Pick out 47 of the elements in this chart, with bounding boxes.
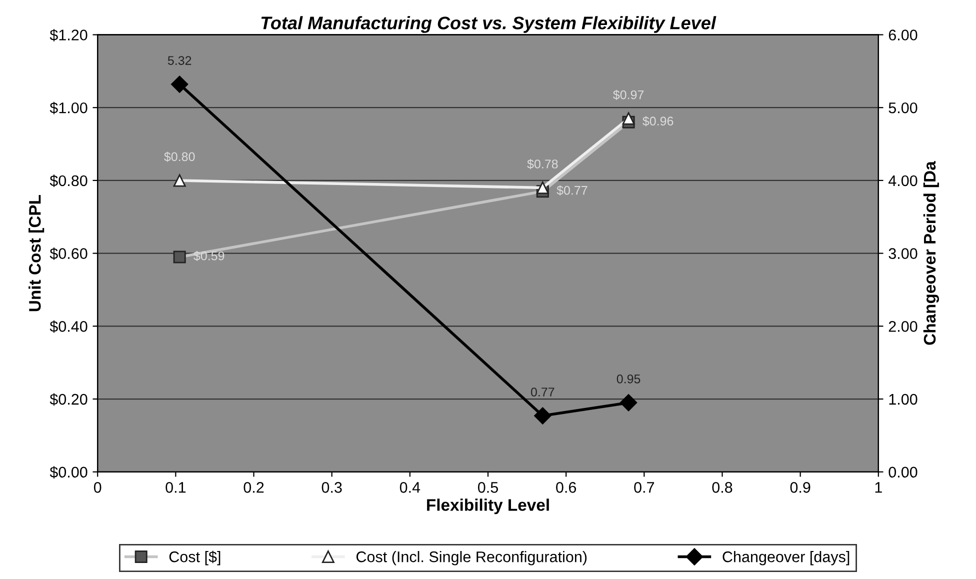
data-label: 5.32	[168, 56, 192, 65]
y2-axis-title: Changeover Period [Da	[923, 161, 940, 345]
x-tick-label: 0.2	[244, 482, 264, 493]
x-tick-label: 0.1	[166, 482, 186, 493]
x-tick-label: 0.4	[400, 482, 420, 493]
y2-tick-label: 6.00	[888, 30, 918, 40]
y-tick-label: $0.80	[50, 174, 88, 188]
x-tick-label: 0.7	[634, 482, 654, 493]
x-tick-label: 0	[94, 482, 102, 493]
legend-label: Changeover [days]	[722, 551, 850, 566]
x-axis-title: Flexibility Level	[427, 498, 549, 514]
y2-tick-label: 2.00	[888, 321, 918, 332]
point	[173, 174, 186, 187]
y-tick-label: $0.40	[50, 320, 88, 333]
y2-tick-label: 5.00	[888, 102, 918, 114]
chart-title: Total Manufacturing Cost vs. System Flexibility Level	[261, 16, 716, 33]
y2-tick-label: 0.00	[888, 466, 918, 478]
x-tick-label: 0.9	[790, 482, 810, 493]
data-label: 0.95	[616, 374, 640, 384]
legend-label: Cost (Incl. Single Reconfiguration)	[356, 551, 587, 566]
y-tick-label: $1.20	[50, 28, 88, 42]
x-tick-label: 1	[875, 482, 882, 493]
y-tick-label: $1.00	[50, 102, 88, 114]
data-label: $0.97	[613, 90, 644, 100]
point	[171, 76, 188, 93]
point	[534, 407, 552, 424]
point	[620, 394, 638, 412]
point	[536, 181, 549, 194]
x-tick-label: 0.8	[712, 482, 732, 493]
point	[622, 112, 635, 125]
y2-tick-label: 3.00	[888, 248, 918, 259]
x-tick-label: 0.3	[322, 482, 342, 493]
x-tick-label: 0.6	[556, 482, 576, 493]
data-label: $0.59	[194, 250, 224, 262]
data-label: $0.96	[642, 116, 674, 126]
y2-tick-label: 1.00	[889, 394, 918, 405]
data-label: $0.80	[164, 152, 195, 162]
y-tick-label: $0.60	[50, 248, 88, 260]
y2-tick-label: 4.00	[888, 175, 918, 186]
y-tick-label: $0.00	[50, 466, 88, 478]
data-label: $0.78	[527, 159, 558, 170]
x-tick-label: 0.5	[478, 482, 498, 493]
legend-label: Cost [$]	[169, 550, 220, 566]
data-label: $0.77	[556, 185, 588, 196]
data-label: 0.77	[530, 388, 554, 396]
y-axis-title: Unit Cost [CPL	[28, 195, 44, 312]
y-tick-label: $0.20	[50, 393, 88, 406]
